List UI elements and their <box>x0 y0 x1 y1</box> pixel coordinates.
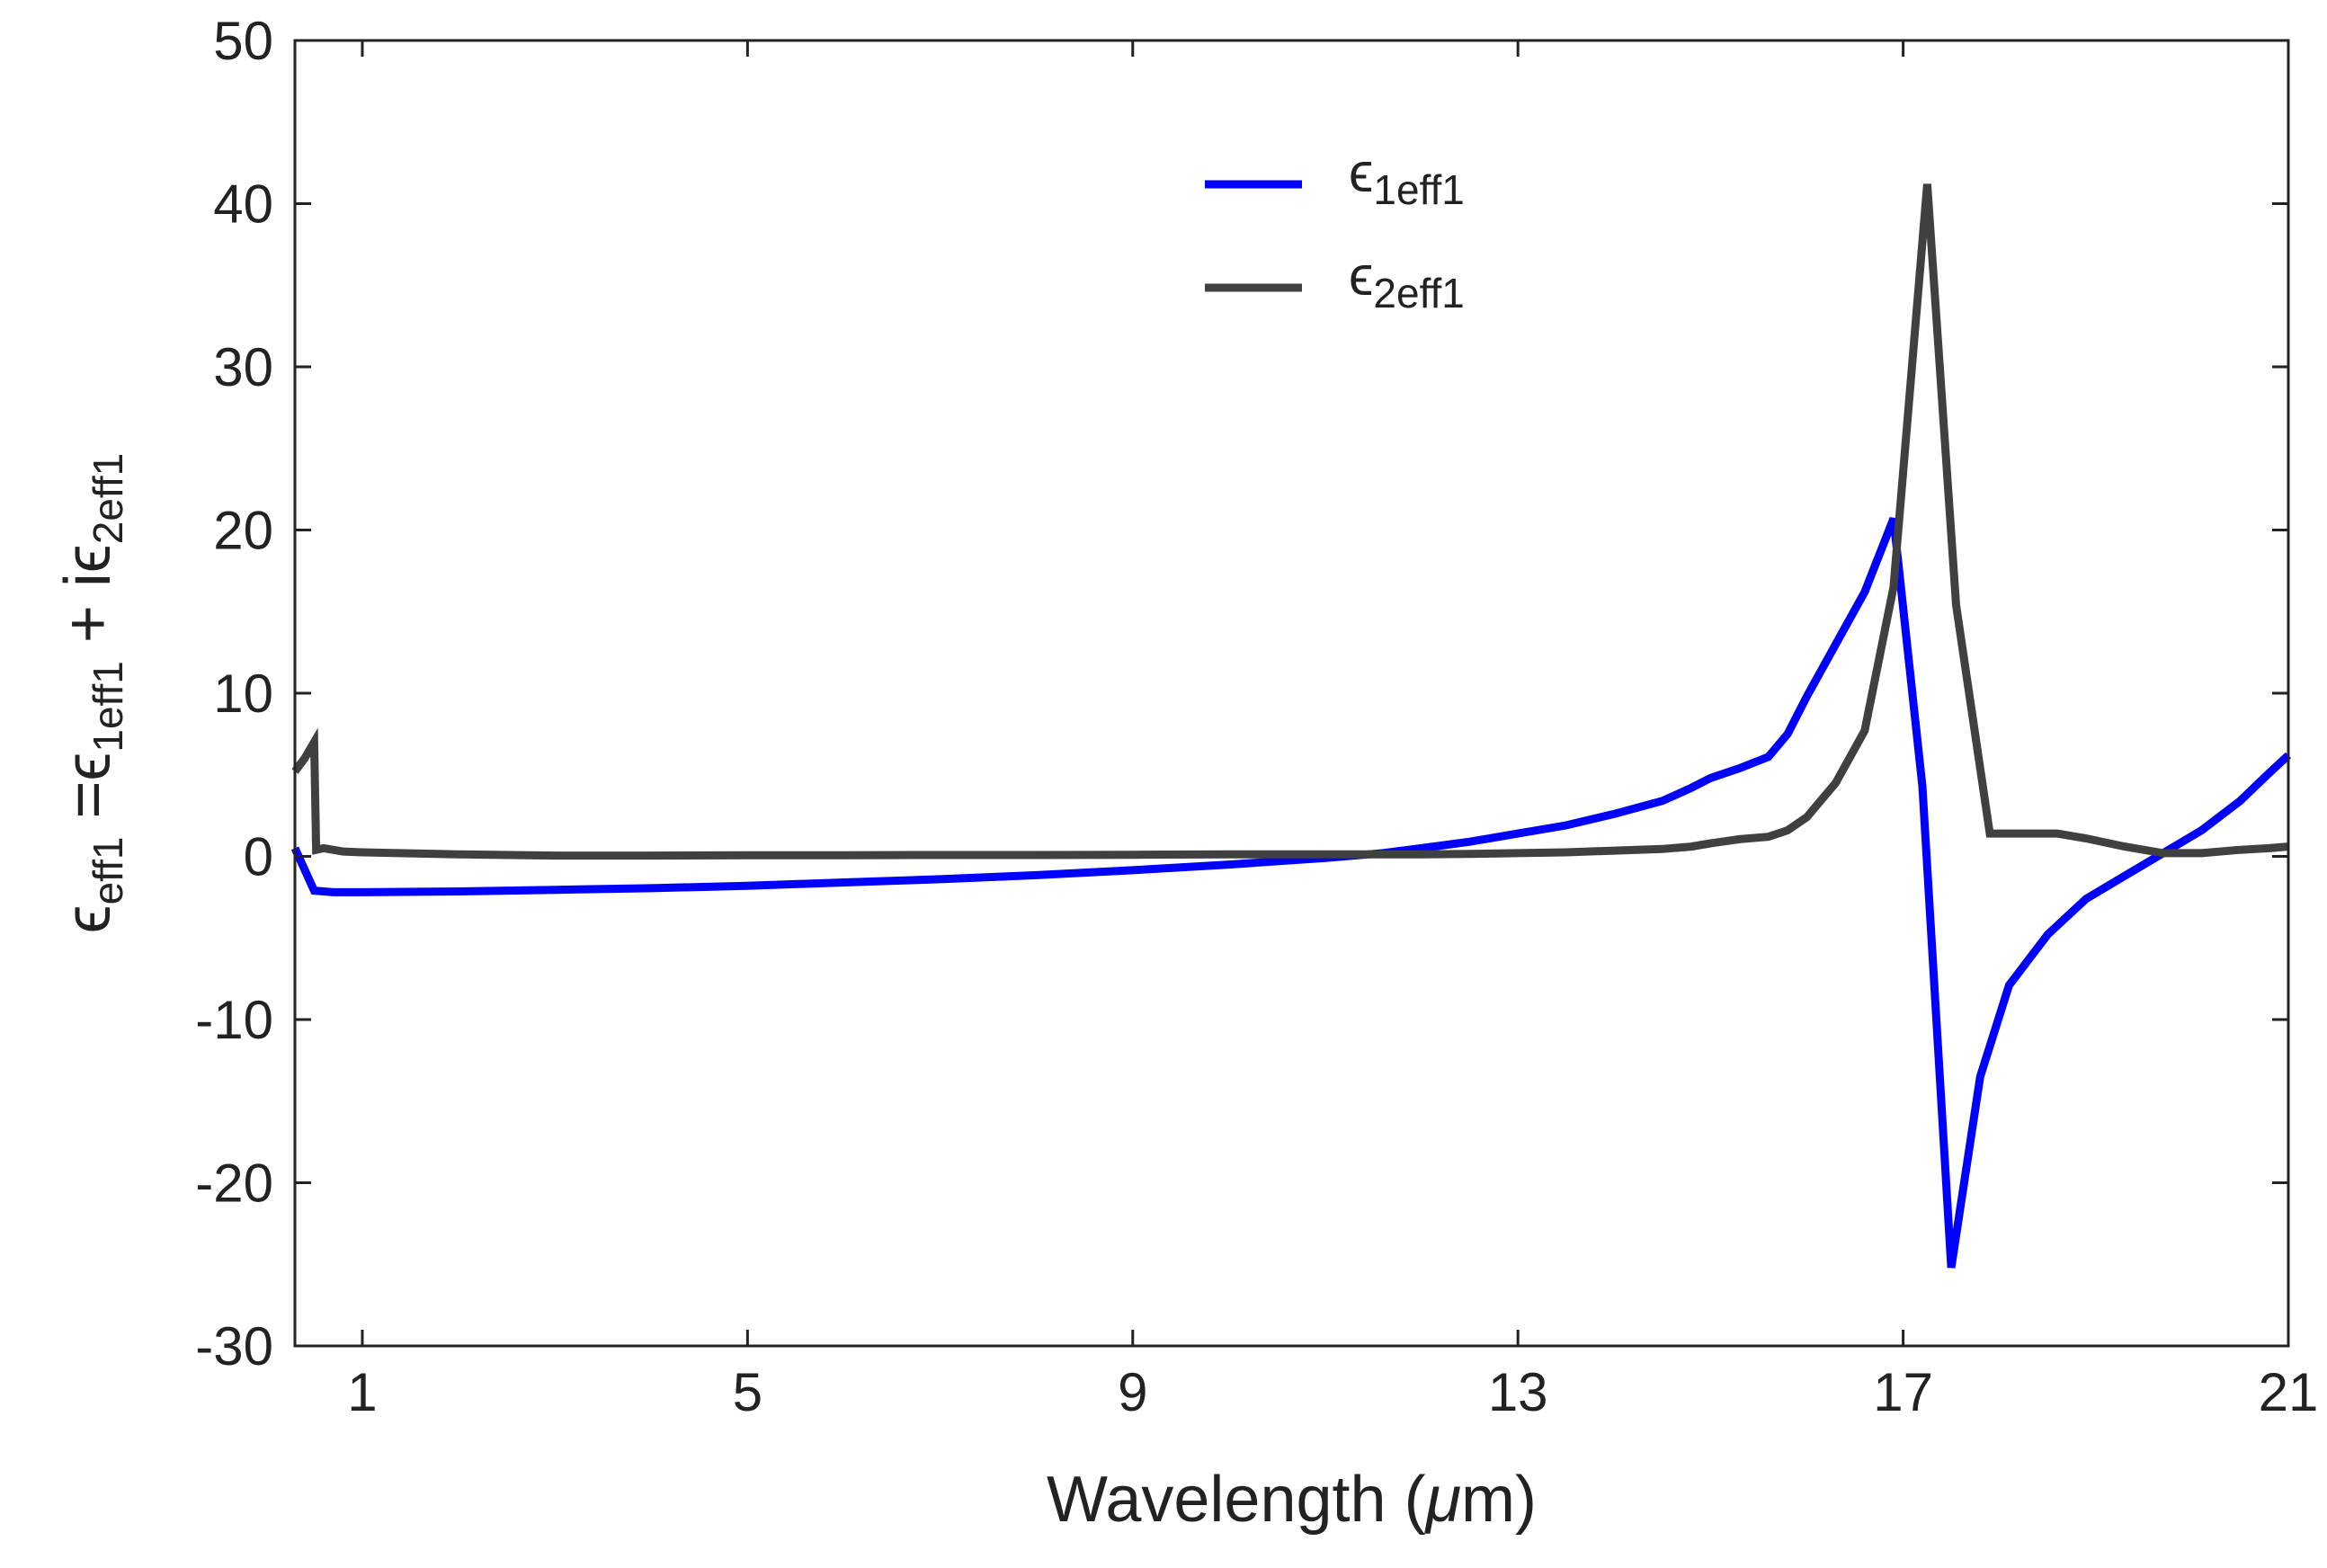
y-tick-label: -10 <box>195 990 273 1050</box>
y-tick-label: 20 <box>213 501 273 561</box>
y-tick-label: 0 <box>244 827 273 887</box>
x-tick-label: 21 <box>2259 1362 2319 1422</box>
y-tick-label: -30 <box>195 1316 273 1376</box>
legend: ϵ1eff1 ϵ2eff1 <box>1205 142 1465 316</box>
y-tick-label: 10 <box>213 664 273 724</box>
x-axis-label: Wavelength (μm) <box>1047 1464 1537 1536</box>
legend-label-series-2: ϵ2eff1 <box>1349 245 1465 316</box>
x-tick-label: 17 <box>1873 1362 1933 1422</box>
x-tick-label: 1 <box>347 1362 377 1422</box>
legend-label-series-1: ϵ1eff1 <box>1349 142 1465 213</box>
x-tick-label: 9 <box>1118 1362 1147 1422</box>
y-tick-label: 30 <box>213 337 273 397</box>
plot-frame <box>293 39 2290 1348</box>
y-tick-label: -20 <box>195 1154 273 1214</box>
plot-layer <box>290 183 2292 1269</box>
series-line-1 <box>290 517 2292 1269</box>
x-tick-label: 5 <box>733 1362 762 1422</box>
x-tick-label: 13 <box>1488 1362 1548 1422</box>
y-tick-label: 50 <box>213 11 273 71</box>
series-line-2 <box>291 183 2289 860</box>
y-tick-label: 40 <box>213 174 273 235</box>
y-axis-label: ϵeff1 =ϵ1eff1 + iϵ2eff1 <box>52 453 131 933</box>
ticks-layer: 1 5 9 13 17 21 -30 -20 -10 0 10 20 30 40 50 <box>195 11 2318 1422</box>
